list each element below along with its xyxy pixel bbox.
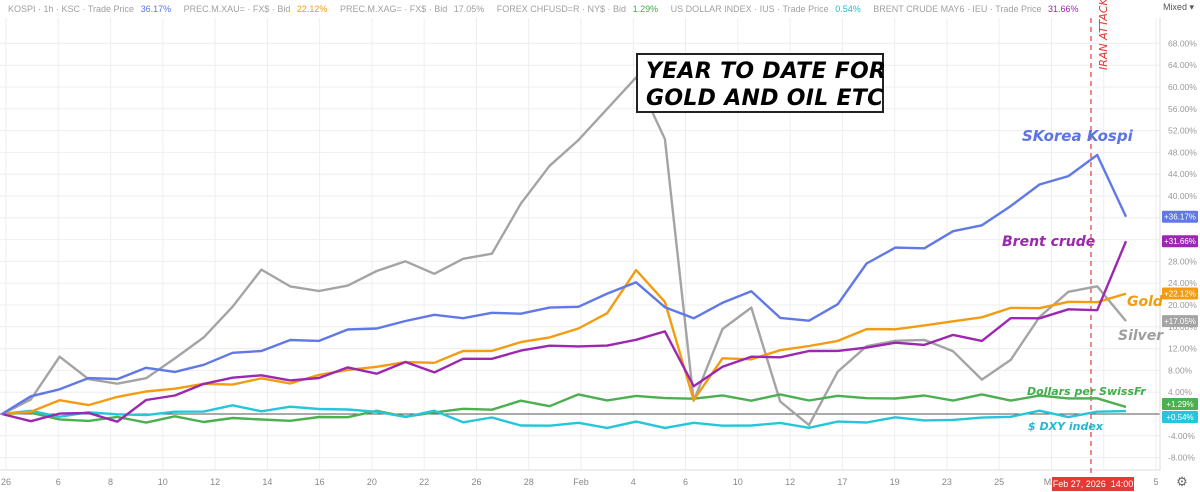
- end-value-badge-bg: [1162, 235, 1198, 248]
- x-tick-label: 8: [108, 477, 113, 487]
- series-label-dxy: $ DXY index: [1028, 420, 1103, 433]
- legend-bar: KOSPI · 1h · KSC · Trade Price 36.17% PR…: [0, 0, 1160, 18]
- end-value-badge: +22.12%: [1162, 287, 1198, 300]
- end-value-badge-bg: [1162, 411, 1198, 424]
- title-line-1: YEAR TO DATE FOR: [646, 59, 887, 84]
- title-line-2: GOLD AND OIL ETC: [646, 86, 884, 111]
- x-tick-label: Feb: [573, 477, 589, 487]
- x-tick-label: 20: [367, 477, 377, 487]
- end-value-badge-bg: [1162, 210, 1198, 223]
- y-tick-label: 20.00%: [1168, 300, 1197, 310]
- legend-kospi[interactable]: KOSPI · 1h · KSC · Trade Price 36.17%: [8, 4, 172, 14]
- y-tick-label: 68.00%: [1168, 38, 1197, 48]
- series-line-gold: [1, 268, 1127, 416]
- x-tick-label: 22: [419, 477, 429, 487]
- chart-title-box: YEAR TO DATE FOR GOLD AND OIL ETC: [636, 53, 887, 113]
- x-tick-label: 6: [683, 477, 688, 487]
- x-tick-label: 26: [471, 477, 481, 487]
- y-tick-label: 64.00%: [1168, 60, 1197, 70]
- end-value-badge: +31.66%: [1162, 235, 1198, 248]
- end-value-badge-bg: [1162, 287, 1198, 300]
- series-label-brent: Brent crude: [1002, 234, 1096, 250]
- series-label-chf: Dollars per SwissFr: [1027, 385, 1146, 398]
- y-tick-label: 60.00%: [1168, 82, 1197, 92]
- y-tick-label: 12.00%: [1168, 344, 1197, 354]
- y-tick-label: 52.00%: [1168, 126, 1197, 136]
- x-tick-label: 10: [733, 477, 743, 487]
- legend-brent[interactable]: BRENT CRUDE MAY6 · IEU · Trade Price 31.…: [873, 4, 1079, 14]
- scale-mode-label[interactable]: Mixed: [1162, 2, 1187, 12]
- x-tick-label: 16: [315, 477, 325, 487]
- end-value-badge: +0.54%: [1162, 411, 1198, 424]
- x-tick-label: 25: [994, 477, 1004, 487]
- end-value-badge-text: +1.29%: [1166, 400, 1193, 409]
- series-line-skorea-kospi: [1, 153, 1128, 416]
- x-tick-label: 4: [631, 477, 636, 487]
- series-label-kospi: SKorea Kospi: [1022, 127, 1133, 145]
- settings-icon[interactable]: ⚙: [1176, 474, 1188, 489]
- y-tick-label: -8.00%: [1168, 453, 1195, 463]
- end-value-badge-bg: [1162, 397, 1198, 410]
- legend-dxy[interactable]: US DOLLAR INDEX · IUS · Trade Price 0.54…: [670, 4, 861, 14]
- x-tick-label: 17: [837, 477, 847, 487]
- scale-mode-selector[interactable]: Mixed ▾: [1163, 2, 1194, 13]
- y-tick-label: 56.00%: [1168, 104, 1197, 114]
- y-tick-label: 48.00%: [1168, 147, 1197, 157]
- x-tick-label: 12: [785, 477, 795, 487]
- event-date-badge: Feb 27, 2026 14:00: [1052, 477, 1134, 491]
- end-value-badge-text: +36.17%: [1164, 213, 1196, 222]
- y-tick-label: 44.00%: [1168, 169, 1197, 179]
- x-tick-label: 12: [210, 477, 220, 487]
- y-tick-label: 40.00%: [1168, 191, 1197, 201]
- end-value-badge-text: +0.54%: [1166, 413, 1193, 422]
- end-value-badge-text: +22.12%: [1164, 290, 1196, 299]
- series-line-silver: [1, 76, 1127, 427]
- x-tick-label: 23: [942, 477, 952, 487]
- legend-chf[interactable]: FOREX CHFUSD=R · NY$ · Bid 1.29%: [496, 4, 659, 14]
- chevron-down-icon[interactable]: ▾: [1189, 2, 1194, 12]
- series-line-dollars-per-swissfr: [1, 393, 1127, 424]
- x-tick-label: 6: [56, 477, 61, 487]
- end-value-badge: +36.17%: [1162, 210, 1198, 223]
- end-value-badge: +1.29%: [1162, 397, 1198, 410]
- end-value-badge: +17.05%: [1162, 315, 1198, 328]
- legend-silver[interactable]: PREC.M.XAG= · FX$ · Bid 17.05%: [339, 4, 485, 14]
- end-value-badge-bg: [1162, 315, 1198, 328]
- x-tick-label: 10: [158, 477, 168, 487]
- x-tick-label: 14: [262, 477, 272, 487]
- y-tick-label: 28.00%: [1168, 256, 1197, 266]
- x-tick-label: 5: [1153, 477, 1158, 487]
- event-label: IRAN ATTACKS: [1097, 0, 1110, 70]
- series-label-silver: Silver: [1118, 328, 1164, 344]
- y-tick-label: 8.00%: [1168, 365, 1193, 375]
- x-tick-label: 19: [890, 477, 900, 487]
- series-line-brent-crude: [1, 240, 1128, 423]
- legend-gold[interactable]: PREC.M.XAU= · FX$ · Bid 22.12%: [183, 4, 328, 14]
- y-tick-label: 4.00%: [1168, 387, 1193, 397]
- series-line--dxy-index: [1, 404, 1127, 430]
- y-tick-label: 24.00%: [1168, 278, 1197, 288]
- end-value-badge-text: +31.66%: [1164, 237, 1196, 246]
- end-value-badge-text: +17.05%: [1164, 317, 1196, 326]
- y-tick-label: -4.00%: [1168, 431, 1195, 441]
- x-tick-label: 26: [1, 477, 11, 487]
- series-label-gold: Gold: [1127, 294, 1163, 310]
- x-tick-label: Mar: [1044, 477, 1060, 487]
- x-tick-label: 28: [524, 477, 534, 487]
